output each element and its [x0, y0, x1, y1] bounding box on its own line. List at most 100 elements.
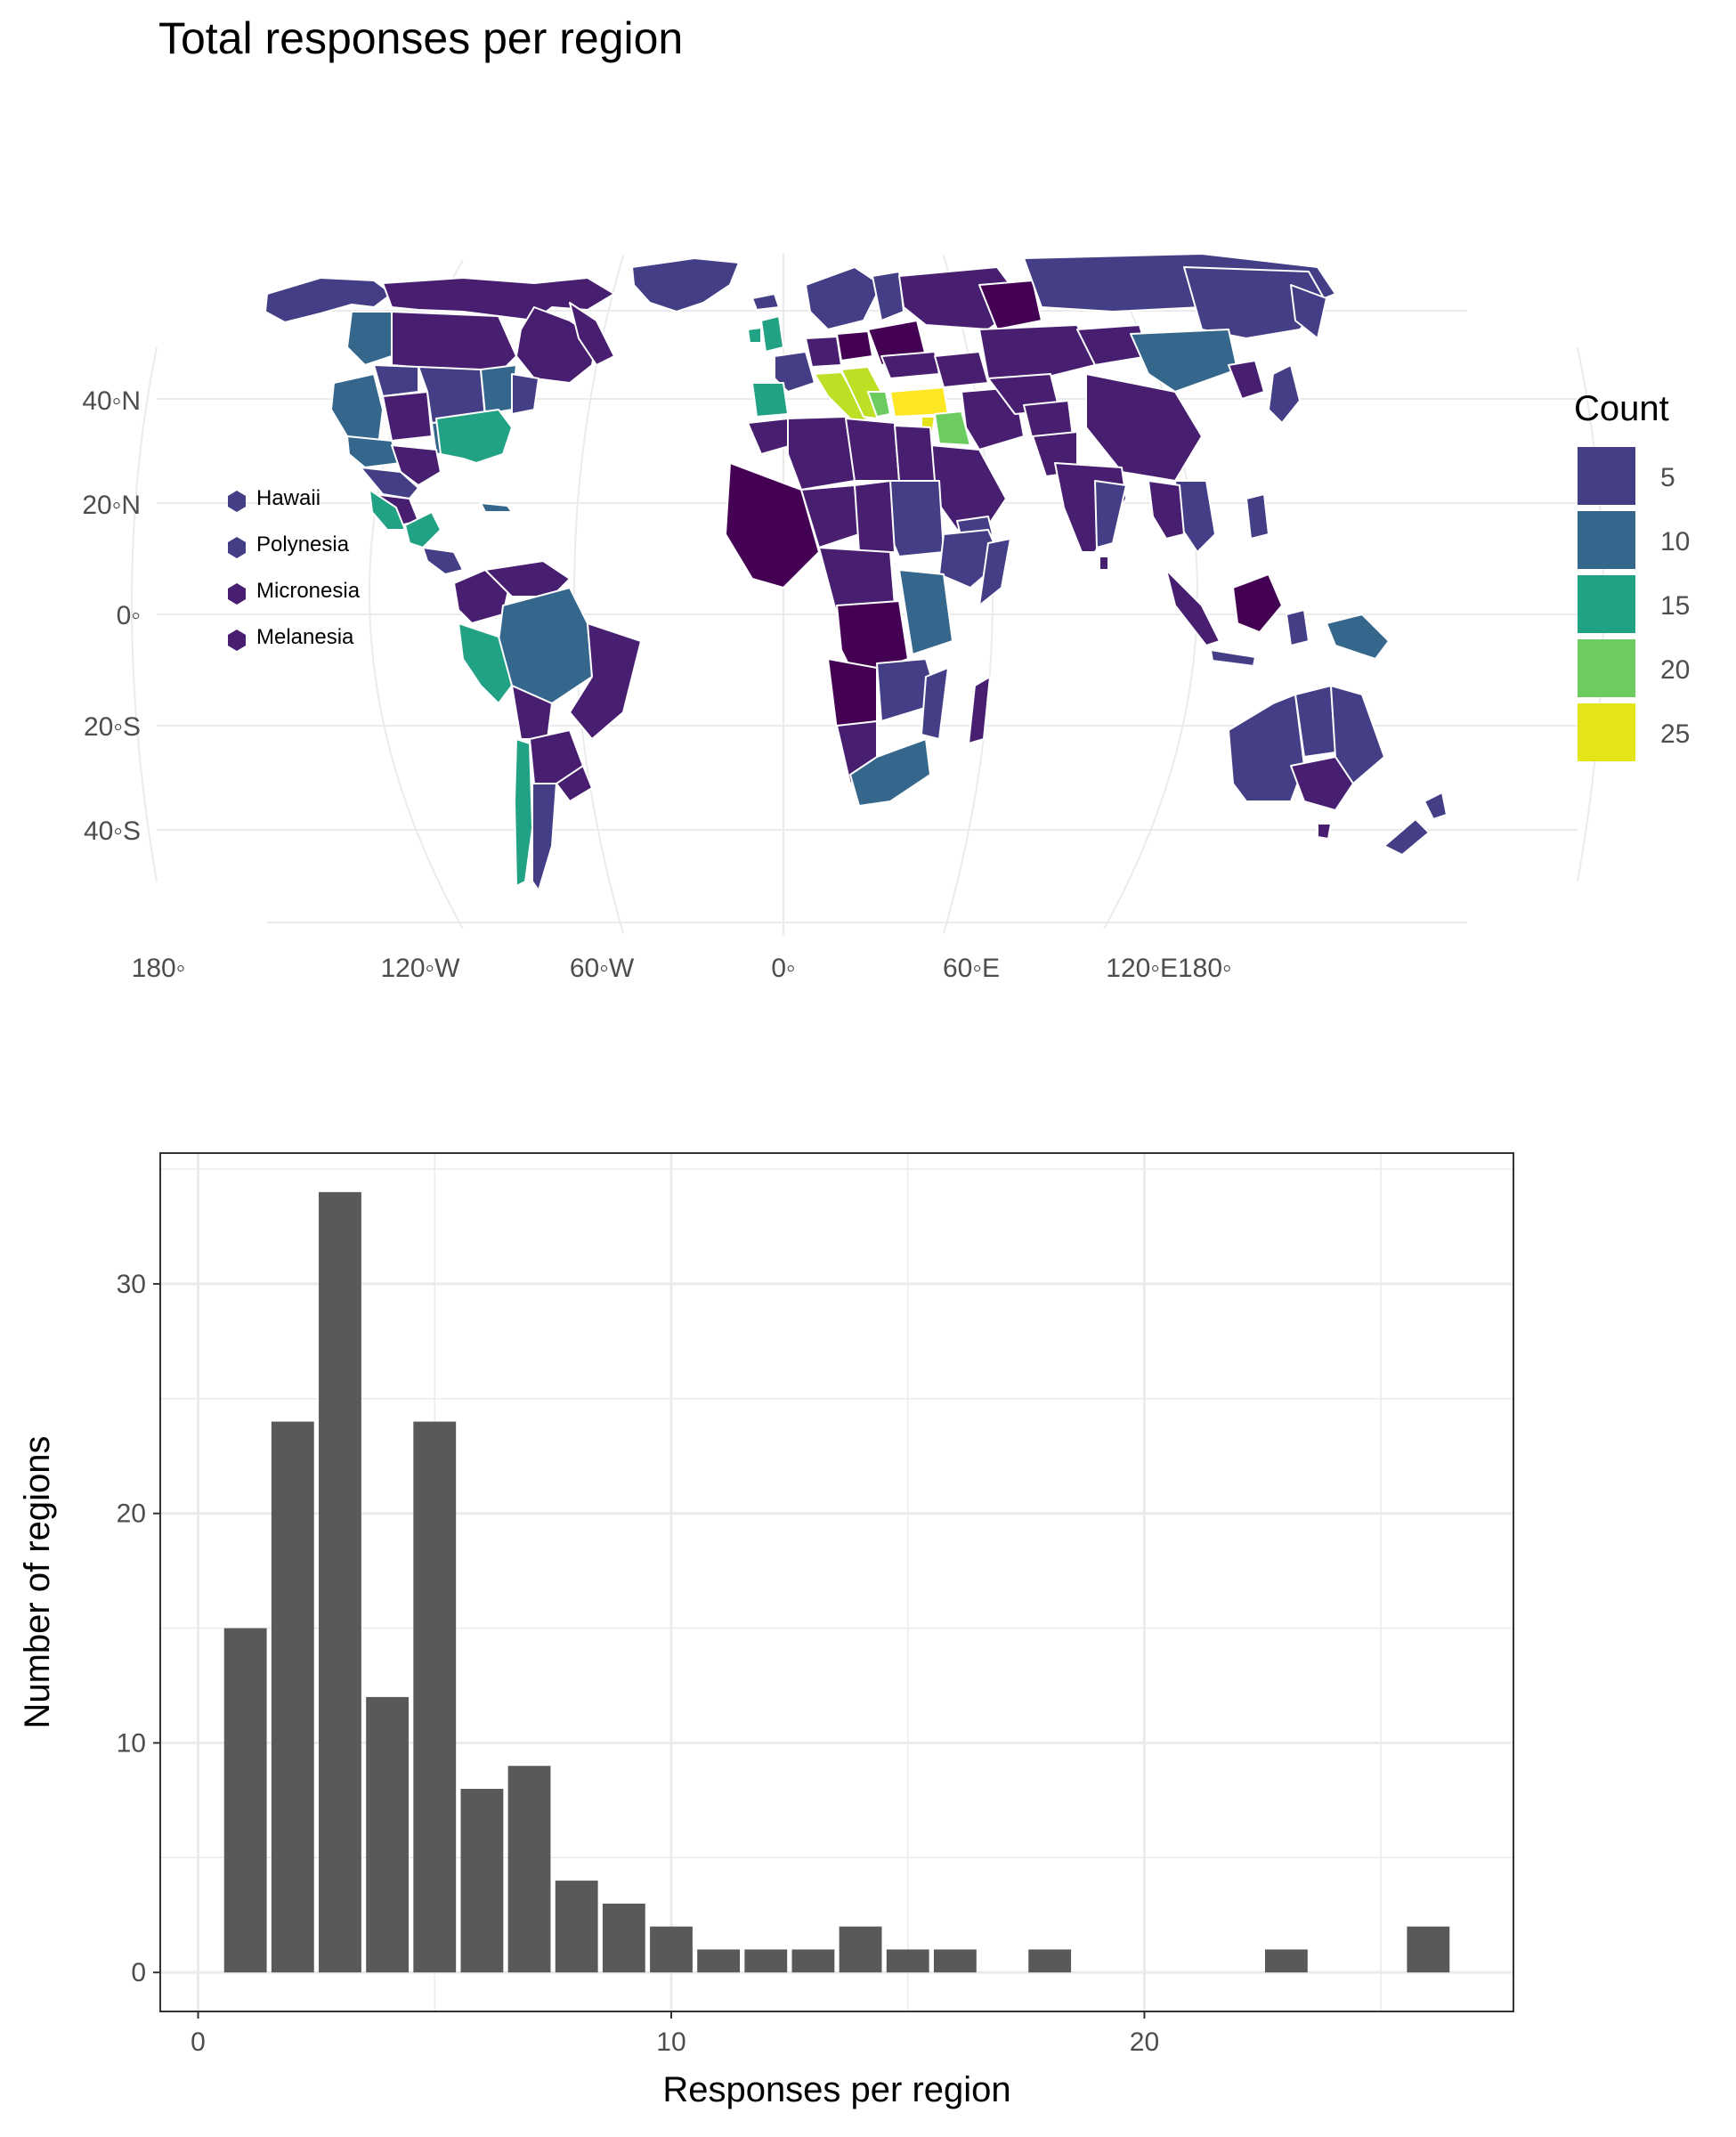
legend-swatch: [1578, 703, 1635, 761]
histogram-bar: [933, 1949, 977, 1973]
histogram-bar: [839, 1926, 882, 1973]
region-panama: [422, 547, 464, 575]
region-india-east: [1094, 480, 1127, 548]
region-sri-lanka: [1099, 556, 1109, 571]
region-greece: [867, 391, 891, 418]
melanesia-icon: [228, 630, 246, 651]
region-caucasus: [934, 351, 989, 388]
x-tick-label: 0: [191, 2027, 206, 2057]
histogram-bar: [507, 1766, 551, 1973]
count-legend: Count 5 10 15 20 25: [1574, 389, 1690, 761]
region-mexico-north: [360, 467, 419, 500]
region-libya: [845, 418, 900, 482]
island-legend: Hawaii Polynesia Micronesia Melanesia: [228, 486, 361, 651]
region-east-africa: [898, 569, 953, 655]
region-iceland: [751, 293, 780, 311]
region-australia-south: [1290, 756, 1354, 811]
x-tick-label: 10: [656, 2027, 685, 2057]
lat-tick-label: 40◦N: [82, 386, 141, 416]
region-ukraine: [880, 351, 940, 379]
histogram-bars: [223, 1191, 1450, 1973]
lat-tick-label: 20◦S: [84, 712, 141, 742]
lat-tick-label: 0◦: [117, 601, 141, 630]
legend-swatch: [1578, 639, 1635, 697]
lon-tick-label: 180◦: [132, 954, 186, 983]
x-axis-title: Responses per region: [662, 2070, 1010, 2109]
region-us-southeast: [435, 409, 513, 464]
region-labrador: [569, 302, 615, 366]
hawaii-icon: [228, 491, 246, 512]
region-sulawesi: [1286, 609, 1310, 646]
histogram-bar: [1264, 1949, 1308, 1973]
island-label-melanesia: Melanesia: [256, 625, 354, 649]
region-us-northeast: [511, 373, 539, 415]
region-us-west: [330, 373, 384, 446]
region-us-mountain: [382, 391, 433, 442]
histogram-gridlines: [160, 1153, 1513, 2011]
y-tick-label: 10: [117, 1728, 146, 1758]
histogram-bar: [697, 1949, 741, 1973]
region-caribbean: [480, 502, 513, 513]
region-central-america: [404, 511, 442, 548]
region-venezuela: [484, 560, 571, 597]
region-morocco: [747, 418, 793, 455]
legend-label: 10: [1660, 527, 1690, 557]
region-us-texas: [391, 444, 442, 486]
lon-tick-label: 120◦W: [380, 954, 460, 983]
legend-swatch: [1578, 447, 1635, 505]
region-argentina-south: [531, 783, 557, 891]
y-tick-label: 20: [117, 1499, 146, 1529]
region-angola: [827, 658, 878, 731]
lat-tick-label: 40◦S: [84, 817, 141, 846]
region-japan: [1268, 364, 1301, 424]
map-lat-axis: 40◦N 20◦N 0◦ 20◦S 40◦S: [82, 386, 141, 846]
region-poland: [836, 330, 873, 362]
region-us-northwest: [373, 364, 419, 397]
region-south-africa: [849, 738, 931, 807]
histogram-bar: [366, 1696, 410, 1973]
region-madagascar: [968, 676, 991, 744]
x-tick-label: 20: [1130, 2027, 1159, 2057]
region-russia-central: [978, 280, 1042, 330]
y-axis-title: Number of regions: [18, 1435, 57, 1728]
world-choropleth-map: Hawaii Polynesia Micronesia Melanesia 40…: [82, 253, 1690, 983]
region-australia-east: [1330, 685, 1385, 784]
histogram-bar: [886, 1949, 929, 1973]
region-algeria: [787, 416, 856, 491]
histogram-bar: [650, 1926, 693, 1973]
polynesia-icon: [228, 537, 246, 558]
lat-tick-label: 20◦N: [82, 491, 141, 520]
histogram-bar: [744, 1949, 788, 1973]
region-chile: [514, 738, 533, 887]
region-peru: [458, 622, 513, 704]
legend-swatch: [1578, 511, 1635, 569]
region-china-north: [1130, 329, 1238, 393]
region-scandinavia: [805, 266, 882, 330]
island-label-hawaii: Hawaii: [256, 486, 320, 510]
map-lon-axis: 180◦ 120◦W 60◦W 0◦ 60◦E 120◦E180◦: [132, 954, 1232, 983]
region-egypt: [894, 425, 936, 482]
region-turkey: [889, 386, 949, 418]
region-iraq: [934, 410, 971, 446]
region-china: [1085, 373, 1203, 482]
histogram-bar: [319, 1191, 361, 1973]
y-tick-label: 0: [131, 1958, 146, 1987]
region-ireland: [747, 327, 762, 344]
region-alaska: [264, 277, 393, 323]
legend-label: 15: [1660, 591, 1690, 621]
legend-label: 5: [1660, 463, 1675, 492]
y-tick-label: 30: [117, 1270, 146, 1299]
region-sumatra: [1165, 569, 1221, 646]
histogram-bar: [1407, 1926, 1450, 1973]
histogram-bar: [602, 1903, 645, 1973]
region-java: [1210, 649, 1256, 667]
region-kazakhstan: [978, 324, 1096, 384]
plot-panel-border: [159, 1152, 1514, 2012]
histogram-axis-ticks: 0 10 20 0 10 20 30: [117, 1270, 1160, 2057]
region-chad: [854, 480, 896, 553]
histogram-bar: [791, 1949, 835, 1973]
lon-tick-label: 120◦E180◦: [1106, 954, 1231, 983]
region-mozambique: [921, 667, 949, 740]
histogram-bar: [555, 1881, 598, 1973]
region-canada-west: [346, 311, 393, 366]
